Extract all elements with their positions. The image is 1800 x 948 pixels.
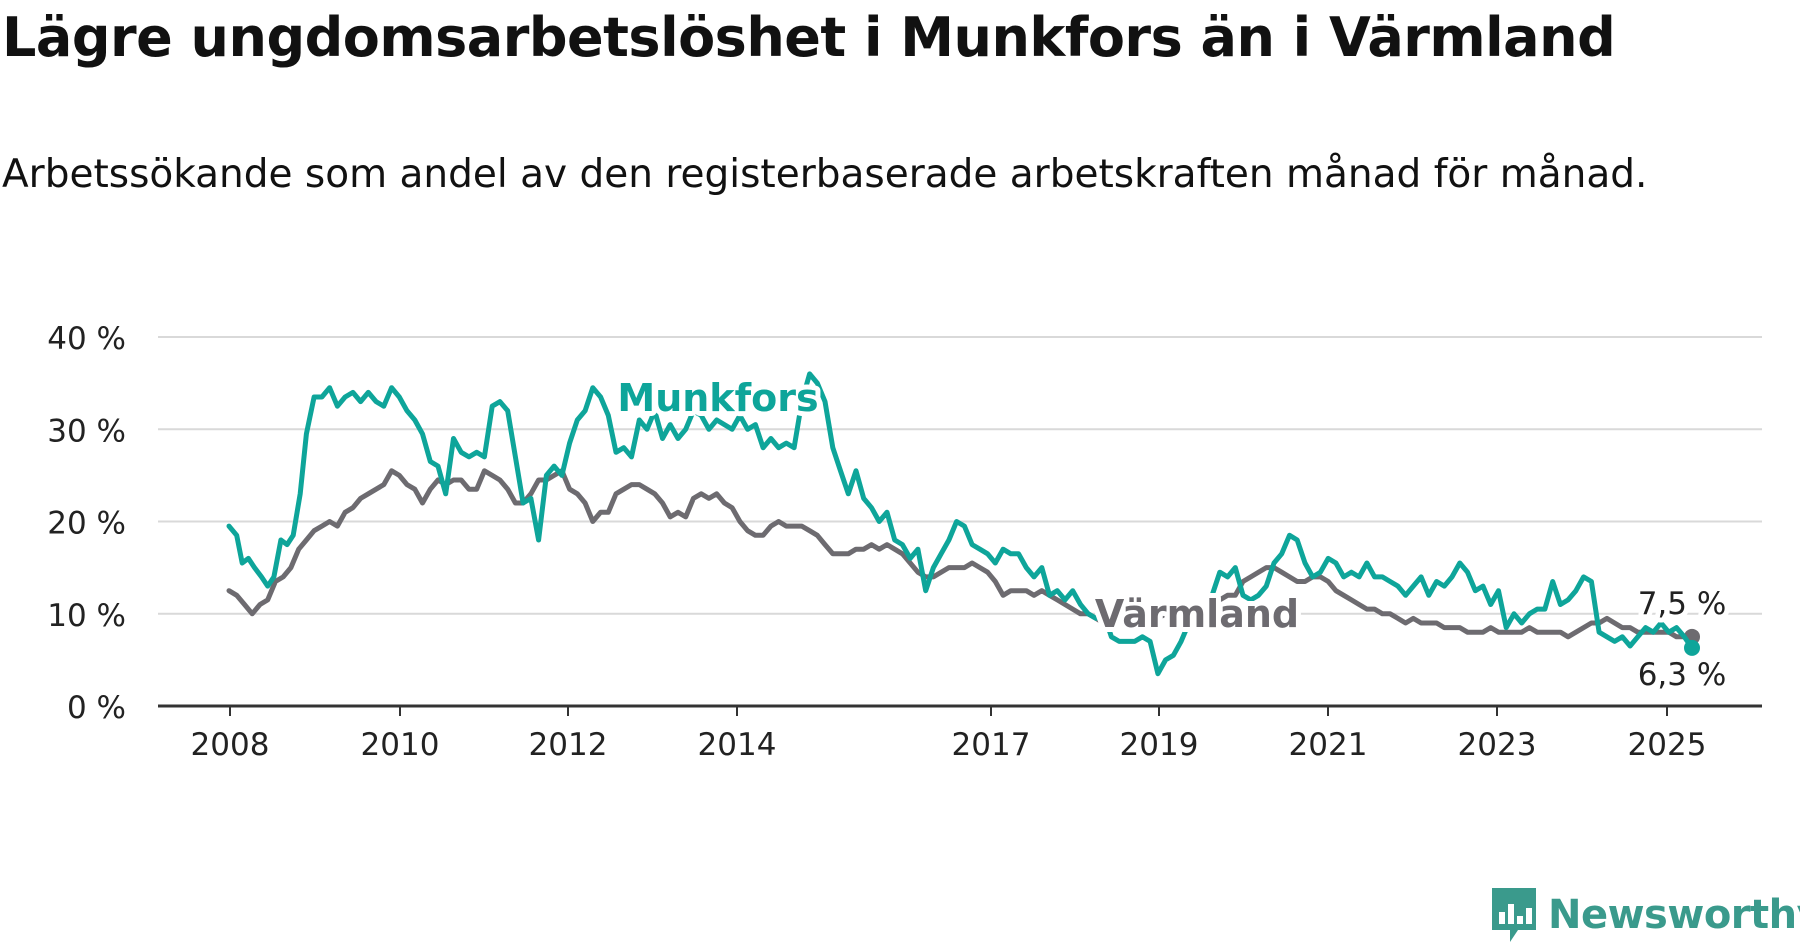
series-lines [226,371,1700,677]
series-name-varmland-halo: Värmland [1095,592,1299,636]
x-tick-label: 2023 [1458,727,1537,763]
x-tick-label: 2021 [1289,727,1368,763]
newsworthy-logo-icon [1492,888,1536,942]
series-line-varmland [226,468,1695,640]
series-line-munkfors [226,371,1695,677]
x-tick-label: 2014 [698,727,777,763]
y-axis-ticks: 0 % 10 % 20 % 30 % 40 % [47,321,126,726]
end-value-varmland: 7,5 % [1638,586,1727,622]
series-name-varmland: Värmland [1095,592,1299,636]
end-value-munkfors: 6,3 % [1638,657,1727,693]
x-tick-label: 2017 [952,727,1031,763]
x-axis-ticks: 2008 2010 2012 2014 2017 2019 2021 2023 2025 [158,704,1762,763]
series-end-point-munkfors [1684,639,1700,656]
chart-title: Lägre ungdomsarbetslöshet i Munkfors än … [2,6,1616,69]
y-tick-label: 30 % [47,413,126,449]
end-value-varmland-halo: 7,5 % [1638,586,1727,622]
x-tick-label: 2012 [529,727,608,763]
newsworthy-logo: Newsworthy [1490,885,1800,945]
chart-subtitle: Arbetssökande som andel av den registerb… [2,152,1648,197]
y-tick-label: 10 % [47,598,126,634]
series-name-munkfors-halo: Munkfors [617,376,818,420]
series-name-munkfors: Munkfors [617,376,818,420]
y-tick-label: 40 % [47,321,126,357]
brand-name: Newsworthy [1548,892,1800,938]
x-tick-label: 2008 [191,727,270,763]
y-tick-label: 20 % [47,506,126,542]
y-tick-label: 0 % [67,690,126,726]
x-tick-label: 2010 [361,727,440,763]
end-value-munkfors-halo: 6,3 % [1638,657,1727,693]
x-tick-label: 2019 [1120,727,1199,763]
gridlines [158,336,1762,615]
x-tick-label: 2025 [1628,727,1707,763]
